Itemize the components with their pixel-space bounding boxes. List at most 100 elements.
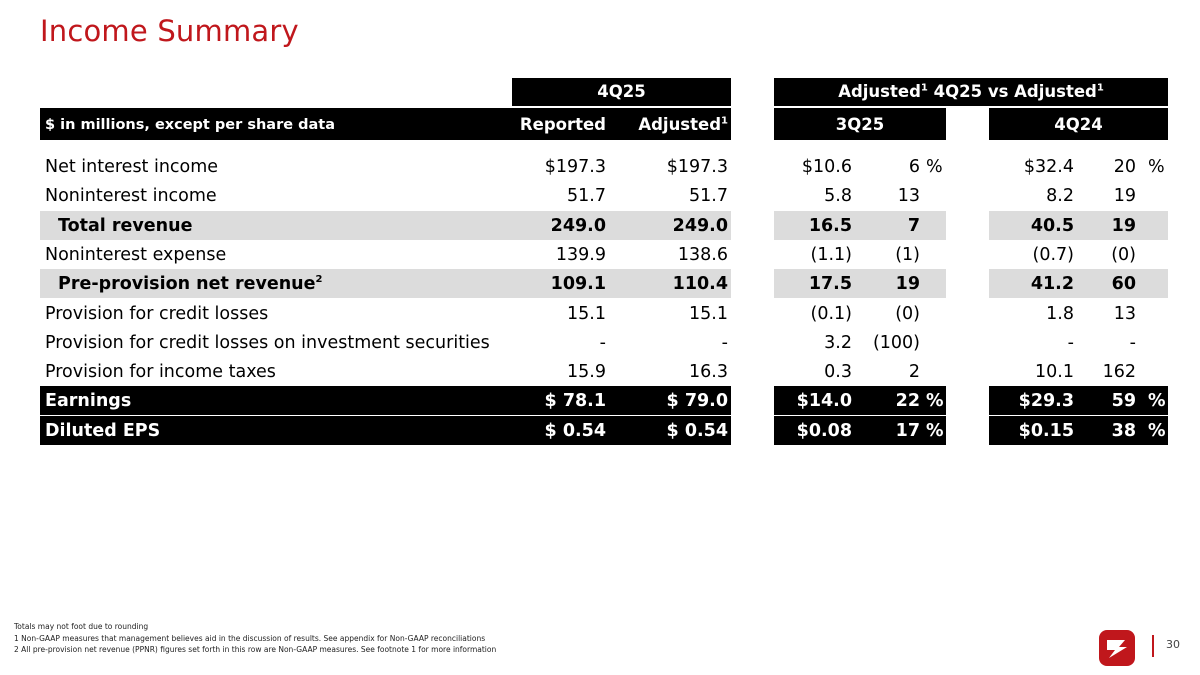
vs-4q24-amount: 40.5 bbox=[1030, 216, 1074, 236]
page-number: 30 bbox=[1166, 638, 1180, 651]
vs-3q25-percent-sign: % bbox=[926, 157, 943, 177]
row-band bbox=[989, 269, 1168, 298]
row-label: Provision for credit losses bbox=[45, 304, 269, 324]
vs-4q24-percent: - bbox=[1129, 333, 1136, 353]
row-band bbox=[40, 386, 731, 415]
row-label: Noninterest expense bbox=[45, 245, 227, 265]
col-3q25: 3Q25 bbox=[835, 115, 885, 134]
adjusted-value: 15.1 bbox=[689, 304, 728, 324]
vs-4q24-percent-sign: % bbox=[1148, 157, 1165, 177]
row-band bbox=[40, 211, 731, 240]
row-label: Provision for credit losses on investmen… bbox=[45, 333, 490, 353]
table-row: Total revenue 249.0 249.0 16.5 7 40.5 19 bbox=[0, 211, 1200, 240]
footnote-ref: 1 bbox=[1096, 82, 1104, 94]
row-band bbox=[774, 416, 946, 445]
vs-3q25-amount: $10.6 bbox=[801, 157, 852, 177]
vs-3q25-amount: $14.0 bbox=[796, 391, 852, 411]
vs-3q25-percent: (100) bbox=[872, 333, 920, 353]
subheader-band-3q25: 3Q25 bbox=[774, 108, 946, 140]
table-row: Net interest income $197.3 $197.3 $10.6 6% $3… bbox=[0, 152, 1200, 181]
footnote-ref: 1 bbox=[920, 82, 928, 94]
vs-4q24-amount: (0.7) bbox=[1032, 245, 1075, 265]
vs-4q24-amount: 10.1 bbox=[1035, 362, 1074, 382]
col-4q24: 4Q24 bbox=[1054, 115, 1103, 134]
vs-4q24-amount: $29.3 bbox=[1018, 391, 1074, 411]
adjusted-value: 110.4 bbox=[672, 274, 728, 294]
row-band bbox=[774, 211, 946, 240]
adjusted-value: - bbox=[721, 333, 728, 353]
header-4q25-band: 4Q25 bbox=[512, 78, 731, 106]
table-row: Provision for credit losses on investmen… bbox=[0, 328, 1200, 357]
adjusted-value: 249.0 bbox=[672, 216, 728, 236]
reported-value: 15.9 bbox=[567, 362, 606, 382]
vs-4q24-percent-sign: % bbox=[1148, 421, 1166, 441]
table-row: Diluted EPS $ 0.54 $ 0.54 $0.08 17% $0.15 38% bbox=[0, 416, 1200, 445]
header-4q25: 4Q25 bbox=[597, 82, 646, 101]
reported-value: 15.1 bbox=[567, 304, 606, 324]
vs-3q25-amount: 0.3 bbox=[824, 362, 852, 382]
vs-4q24-percent: 38 bbox=[1111, 421, 1136, 441]
vs-4q24-percent: 19 bbox=[1111, 216, 1136, 236]
vs-3q25-amount: 16.5 bbox=[808, 216, 852, 236]
row-band bbox=[40, 269, 731, 298]
row-label: Pre-provision net revenue2 bbox=[58, 274, 322, 294]
reported-value: $ 0.54 bbox=[544, 421, 606, 441]
vs-4q24-percent: 60 bbox=[1111, 274, 1136, 294]
vs-3q25-amount: 17.5 bbox=[808, 274, 852, 294]
adjusted-value: $ 79.0 bbox=[666, 391, 728, 411]
vs-4q24-percent-sign: % bbox=[1148, 391, 1166, 411]
vs-4q24-amount: 8.2 bbox=[1046, 186, 1074, 206]
vs-4q24-percent: 162 bbox=[1102, 362, 1136, 382]
col-adjusted: Adjusted1 bbox=[610, 115, 728, 134]
vs-4q24-amount: $0.15 bbox=[1018, 421, 1074, 441]
row-label: Earnings bbox=[45, 391, 132, 411]
row-label: Provision for income taxes bbox=[45, 362, 276, 382]
table-row: Pre-provision net revenue2 109.1 110.4 17.5… bbox=[0, 269, 1200, 298]
vs-3q25-amount: $0.08 bbox=[796, 421, 852, 441]
table-row: Noninterest expense 139.9 138.6 (1.1) (1) (0.… bbox=[0, 240, 1200, 269]
table-row: Earnings $ 78.1 $ 79.0 $14.0 22% $29.3 59% bbox=[0, 386, 1200, 415]
vs-3q25-percent: 17 bbox=[895, 421, 920, 441]
reported-value: $ 78.1 bbox=[544, 391, 606, 411]
vs-3q25-amount: 3.2 bbox=[824, 333, 852, 353]
vs-3q25-percent: 6 bbox=[908, 157, 920, 177]
header-adjusted-word: Adjusted bbox=[838, 82, 921, 101]
header-adjusted-comparison: Adjusted1 4Q25 vs Adjusted1 bbox=[774, 82, 1168, 101]
subheader-band-4q24: 4Q24 bbox=[989, 108, 1168, 140]
reported-value: 249.0 bbox=[550, 216, 606, 236]
vs-3q25-percent: 22 bbox=[895, 391, 920, 411]
adjusted-value: 16.3 bbox=[689, 362, 728, 382]
footnote-2: 2 All pre-provision net revenue (PPNR) f… bbox=[14, 645, 497, 654]
footnote-1: 1 Non-GAAP measures that management beli… bbox=[14, 634, 486, 643]
vs-3q25-percent: (0) bbox=[895, 304, 920, 324]
row-label: Total revenue bbox=[58, 216, 193, 236]
vs-3q25-percent: (1) bbox=[895, 245, 920, 265]
vs-3q25-percent: 7 bbox=[907, 216, 920, 236]
vs-3q25-percent: 19 bbox=[895, 274, 920, 294]
vs-3q25-amount: (1.1) bbox=[810, 245, 853, 265]
vs-3q25-percent-sign: % bbox=[926, 391, 944, 411]
adjusted-value: 138.6 bbox=[677, 245, 728, 265]
page-title: Income Summary bbox=[40, 14, 299, 48]
reported-value: 139.9 bbox=[555, 245, 606, 265]
reported-value: - bbox=[599, 333, 606, 353]
vs-4q24-amount: $32.4 bbox=[1023, 157, 1074, 177]
adjusted-value: $197.3 bbox=[666, 157, 728, 177]
row-band bbox=[774, 269, 946, 298]
header-adjusted-vs-band: Adjusted1 4Q25 vs Adjusted1 bbox=[774, 78, 1168, 106]
row-band bbox=[989, 386, 1168, 415]
units-label: $ in millions, except per share data bbox=[45, 117, 335, 133]
col-adjusted-text: Adjusted bbox=[638, 115, 722, 134]
footnote-rounding: Totals may not foot due to rounding bbox=[14, 622, 149, 631]
vs-4q24-percent: 20 bbox=[1113, 157, 1136, 177]
vs-4q24-percent: (0) bbox=[1111, 245, 1136, 265]
row-band bbox=[989, 416, 1168, 445]
row-band bbox=[989, 211, 1168, 240]
subheader-band-left: $ in millions, except per share data Rep… bbox=[40, 108, 731, 140]
row-label: Noninterest income bbox=[45, 186, 217, 206]
row-label: Net interest income bbox=[45, 157, 219, 177]
vs-4q24-percent: 19 bbox=[1113, 186, 1136, 206]
row-band bbox=[40, 416, 731, 445]
footnote-ref: 2 bbox=[315, 274, 323, 286]
header-vs-text: 4Q25 vs Adjusted bbox=[927, 82, 1097, 101]
